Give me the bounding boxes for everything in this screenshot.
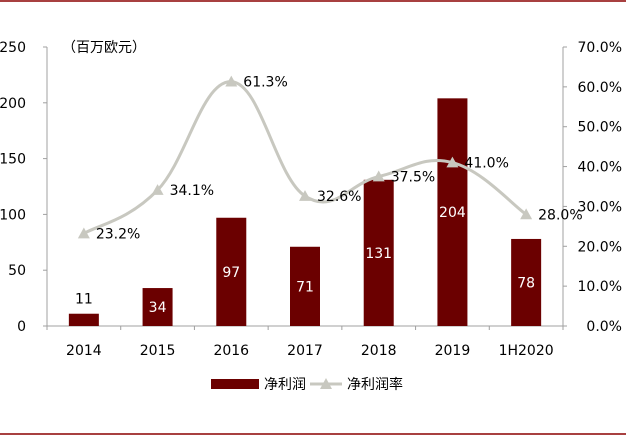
margin-marker-2014 <box>77 227 90 239</box>
margin-marker-2019 <box>446 156 459 168</box>
margin-value-label: 61.3% <box>243 75 287 91</box>
bar-2019 <box>437 98 468 326</box>
margin-marker-2018 <box>372 170 385 182</box>
bar-2016 <box>216 217 247 326</box>
x-tick-label: 2016 <box>213 343 249 359</box>
bar-value-label: 71 <box>296 279 314 295</box>
margin-marker-2016 <box>225 75 238 87</box>
margin-value-label: 37.5% <box>391 170 435 186</box>
margin-value-label: 34.1% <box>170 183 214 199</box>
left-tick-label: 100 <box>0 207 26 223</box>
left-tick-label: 50 <box>8 263 26 279</box>
left-tick-label: 150 <box>0 152 26 168</box>
margin-marker-2015 <box>151 184 164 195</box>
bar-value-label: 97 <box>222 265 240 281</box>
bar-value-label: 78 <box>517 275 535 291</box>
x-tick-label: 2019 <box>435 343 471 359</box>
x-tick-label: 2017 <box>287 343 323 359</box>
left-tick-label: 0 <box>17 319 26 335</box>
right-tick-label: 10.0% <box>578 279 622 295</box>
margin-value-label: 41.0% <box>464 156 508 172</box>
right-tick-label: 50.0% <box>578 120 622 136</box>
margin-value-label: 28.0% <box>538 207 582 223</box>
left-tick-label: 250 <box>0 40 26 56</box>
right-tick-label: 20.0% <box>578 239 622 255</box>
bar-value-label: 204 <box>439 205 466 221</box>
legend-line-marker <box>320 378 332 389</box>
bar-2014 <box>68 313 99 326</box>
bar-value-label: 11 <box>75 292 93 308</box>
unit-label: （百万欧元） <box>62 40 146 56</box>
right-tick-label: 0.0% <box>586 319 622 335</box>
legend-bar-swatch <box>211 379 259 389</box>
margin-value-label: 32.6% <box>317 189 361 205</box>
margin-marker-2017 <box>299 190 311 201</box>
bar-value-label: 34 <box>149 300 167 316</box>
x-tick-label: 2015 <box>140 343 176 359</box>
margin-value-label: 23.2% <box>96 227 140 243</box>
right-tick-label: 30.0% <box>578 199 622 215</box>
right-tick-label: 40.0% <box>578 160 622 176</box>
left-tick-label: 200 <box>0 96 26 112</box>
bar-2018 <box>363 179 394 326</box>
right-tick-label: 60.0% <box>578 80 622 96</box>
right-tick-label: 70.0% <box>578 40 622 56</box>
bar-2015 <box>142 288 173 326</box>
bar-1H2020 <box>511 238 542 326</box>
legend-line-label: 净利润率 <box>347 376 403 393</box>
bar-2017 <box>290 246 320 326</box>
x-tick-label: 2014 <box>66 343 102 359</box>
legend-bar-label: 净利润 <box>264 377 306 393</box>
margin-marker-1H2020 <box>520 208 533 220</box>
bar-value-label: 131 <box>365 246 392 262</box>
x-tick-label: 1H2020 <box>499 343 554 359</box>
x-tick-label: 2018 <box>361 343 397 359</box>
